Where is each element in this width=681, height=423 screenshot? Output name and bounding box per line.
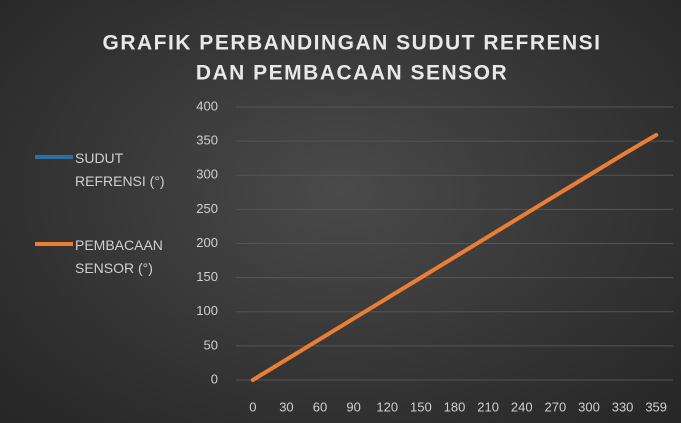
y-tick-label: 100 <box>196 303 218 318</box>
x-tick-label: 30 <box>279 399 293 414</box>
legend-label: SUDUT REFRENSI (°) <box>75 150 165 189</box>
y-tick-label: 300 <box>196 167 218 182</box>
chart-title: GRAFIK PERBANDINGAN SUDUT REFRENSI <box>102 32 601 55</box>
legend-label: PEMBACAAN SENSOR (°) <box>75 237 163 276</box>
y-tick-label: 250 <box>196 201 218 216</box>
y-tick-label: 150 <box>196 269 218 284</box>
x-tick-label: 270 <box>544 399 566 414</box>
chart-title: DAN PEMBACAAN SENSOR <box>196 62 508 85</box>
y-tick-label: 400 <box>196 98 218 113</box>
y-tick-label: 50 <box>204 337 218 352</box>
y-tick-label: 200 <box>196 235 218 250</box>
x-tick-label: 300 <box>578 399 600 414</box>
x-tick-label: 60 <box>313 399 327 414</box>
x-tick-label: 210 <box>477 399 499 414</box>
x-tick-label: 359 <box>645 399 667 414</box>
x-tick-label: 120 <box>376 399 398 414</box>
series-line <box>250 132 659 382</box>
y-tick-label: 350 <box>196 133 218 148</box>
x-tick-label: 330 <box>612 399 634 414</box>
x-tick-label: 90 <box>346 399 360 414</box>
x-tick-label: 150 <box>410 399 432 414</box>
x-tick-label: 0 <box>249 399 256 414</box>
y-tick-label: 0 <box>211 371 218 386</box>
x-tick-label: 240 <box>511 399 533 414</box>
x-tick-label: 180 <box>444 399 466 414</box>
